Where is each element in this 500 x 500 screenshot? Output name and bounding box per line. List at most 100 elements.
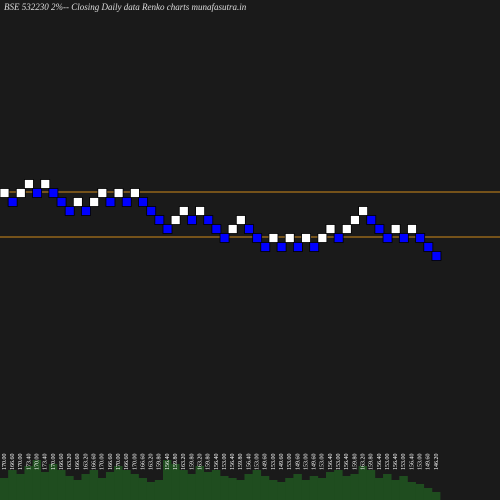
brick (235, 215, 246, 225)
brick (97, 188, 108, 198)
volume-bar (81, 474, 90, 500)
price-label: 156.40 (409, 454, 415, 471)
volume-bar (366, 470, 376, 500)
price-label: 153.00 (271, 454, 277, 471)
brick (292, 242, 303, 252)
price-label: 153.00 (385, 454, 391, 471)
price-label: 153.00 (303, 454, 309, 471)
volume-bar (105, 472, 115, 500)
volume-bar (423, 488, 433, 500)
price-label: 166.60 (92, 454, 98, 471)
volume-bar (374, 478, 384, 500)
price-label: 163.20 (360, 454, 366, 471)
brick (203, 215, 214, 225)
brick (227, 224, 238, 234)
volume-bar (407, 482, 416, 500)
brick (284, 233, 295, 243)
price-label: 173.40 (43, 454, 49, 471)
brick (268, 233, 279, 243)
brick (146, 206, 157, 216)
price-label: 170.00 (18, 454, 24, 471)
brick (121, 197, 132, 207)
volume-bar (154, 480, 164, 500)
brick (170, 215, 181, 225)
brick (366, 215, 377, 225)
price-label: 156.40 (165, 454, 171, 471)
brick (374, 224, 385, 234)
price-label: 156.40 (393, 454, 399, 471)
brick (72, 197, 83, 207)
volume-bar (350, 474, 359, 500)
brick (15, 188, 26, 198)
price-label: 149.60 (312, 454, 318, 471)
volume-bar (431, 492, 441, 500)
volume-bar (163, 460, 172, 500)
price-label: 170.00 (116, 454, 122, 471)
volume-bar (146, 482, 156, 500)
brick (7, 197, 18, 207)
brick (382, 233, 393, 243)
volume-bar (220, 476, 229, 500)
volume-bar (342, 476, 351, 500)
volume-bar (383, 474, 392, 500)
price-label: 166.60 (75, 454, 81, 471)
price-label: 163.20 (67, 454, 73, 471)
volume-bar (244, 474, 253, 500)
price-label: 146.20 (434, 454, 440, 471)
price-label: 153.00 (255, 454, 261, 471)
brick (211, 224, 222, 234)
volume-bar (73, 480, 82, 500)
volume-bar (252, 470, 262, 500)
brick (260, 242, 271, 252)
brick (333, 233, 344, 243)
brick (0, 188, 10, 198)
price-label: 153.00 (336, 454, 342, 471)
volume-bar (391, 480, 400, 500)
volume-bar (211, 470, 221, 500)
volume-bar (122, 470, 131, 500)
price-label: 149.60 (263, 454, 269, 471)
brick (48, 188, 59, 198)
volume-bar (130, 474, 139, 500)
volume-bar (277, 482, 286, 500)
price-label: 173.40 (26, 454, 32, 471)
price-label: 166.60 (108, 454, 114, 471)
price-label: 149.60 (426, 454, 432, 471)
price-label: 159.80 (206, 454, 212, 471)
brick (24, 179, 34, 189)
price-label: 159.80 (352, 454, 358, 471)
volume-bar (293, 474, 302, 500)
price-label: 163.20 (181, 454, 187, 471)
volume-bar (114, 466, 123, 500)
volume-bar (8, 470, 17, 500)
volume-bar (65, 476, 74, 500)
brick (89, 197, 100, 207)
brick (341, 224, 352, 234)
volume-bar (40, 472, 50, 500)
brick (113, 188, 124, 198)
price-label: 170.00 (51, 454, 57, 471)
price-label: 170.00 (2, 454, 8, 471)
brick (178, 206, 189, 216)
volume-bar (0, 478, 9, 500)
brick (358, 206, 369, 216)
volume-bar (89, 470, 99, 500)
brick (56, 197, 67, 207)
brick (81, 206, 91, 216)
volume-bar (334, 470, 343, 500)
volume-bar (24, 466, 33, 500)
volume-bar (48, 464, 58, 500)
price-label: 153.00 (401, 454, 407, 471)
volume-bar (97, 478, 107, 500)
brick (301, 233, 311, 243)
price-label: 159.80 (157, 454, 163, 471)
price-label: 170.00 (100, 454, 106, 471)
brick (187, 215, 197, 225)
brick (154, 215, 165, 225)
volume-bar (236, 480, 245, 500)
brick (317, 233, 328, 243)
brick (105, 197, 116, 207)
brick (309, 242, 320, 252)
brick (40, 179, 51, 189)
